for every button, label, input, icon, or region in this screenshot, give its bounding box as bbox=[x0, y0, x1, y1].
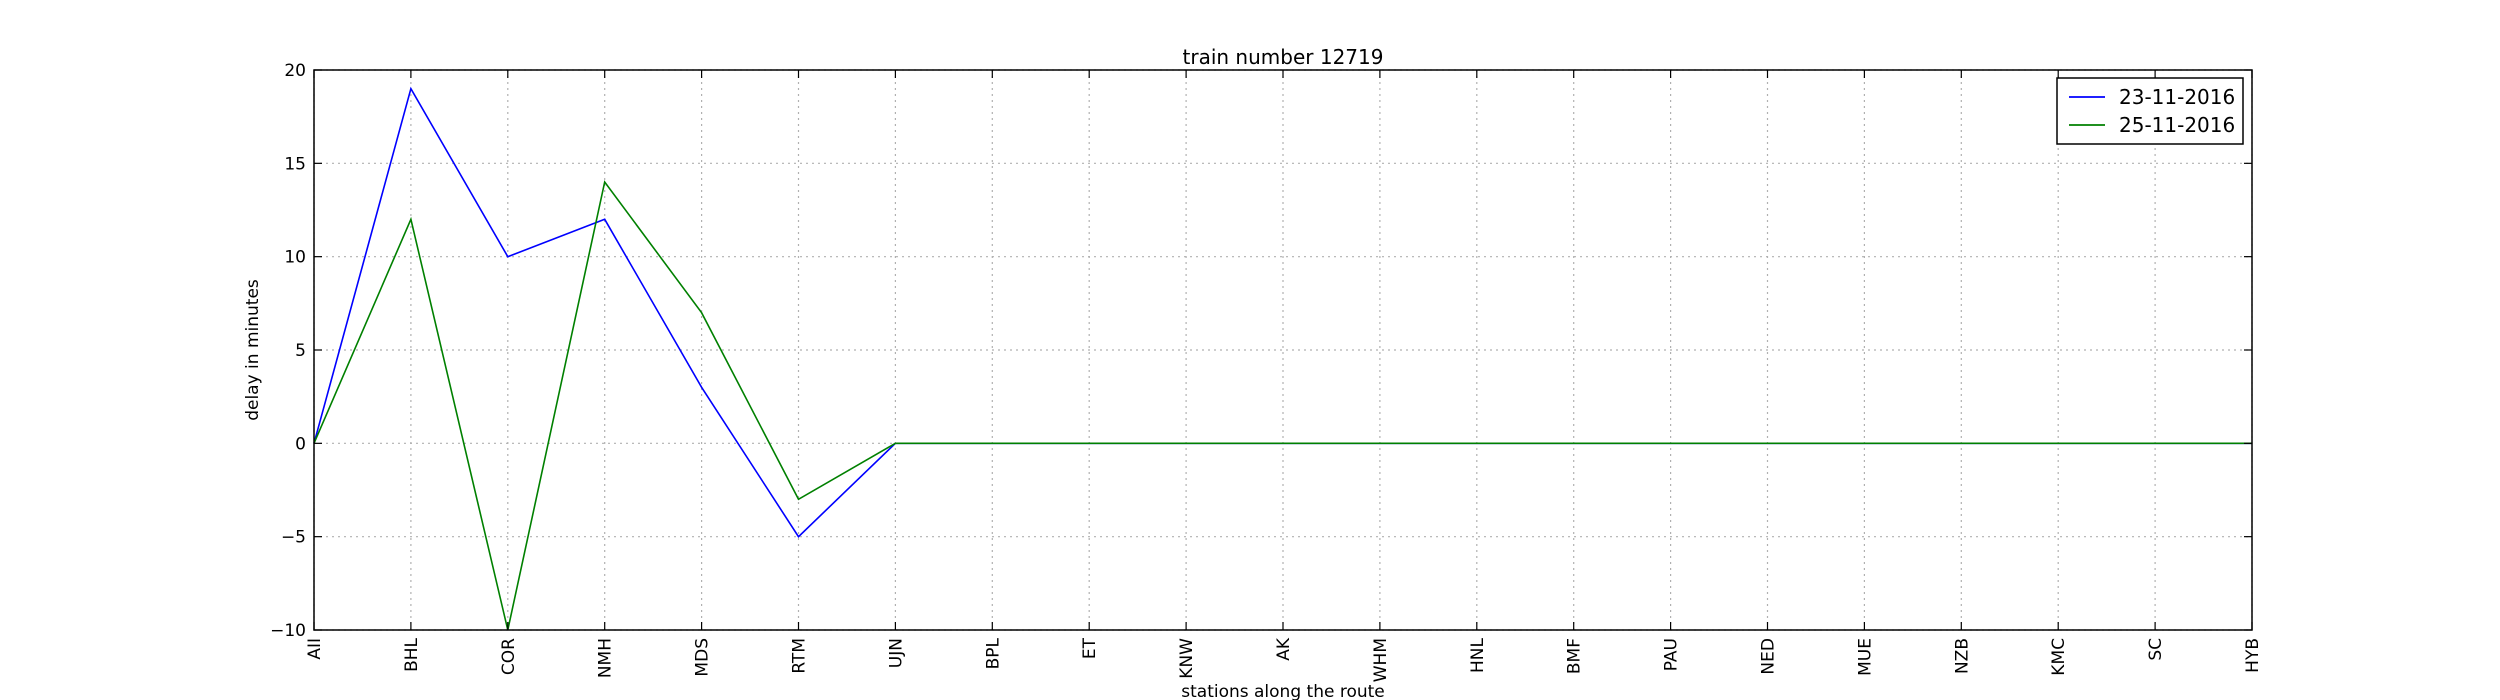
x-tick-label: KMC bbox=[2049, 638, 2069, 676]
y-tick-label: 10 bbox=[284, 248, 306, 268]
x-tick-label: HNL bbox=[1468, 637, 1488, 673]
x-tick-label: BMF bbox=[1565, 638, 1585, 674]
x-tick-label: MUE bbox=[1855, 638, 1875, 676]
x-tick-label: HYB bbox=[2243, 638, 2263, 673]
x-tick-label: UJN bbox=[886, 638, 906, 668]
x-tick-label: NZB bbox=[1952, 638, 1972, 674]
x-axis-ticks: AII BHL COR NMH MDS RTM UJN BPL ET KNW AK WHM HNL BMF… bbox=[305, 70, 2263, 682]
y-tick-label: 5 bbox=[295, 341, 306, 361]
y-axis-ticks: −10 −5 0 5 10 15 20 bbox=[270, 61, 2252, 641]
y-tick-label: 0 bbox=[295, 434, 306, 454]
x-tick-label: AII bbox=[305, 638, 325, 660]
y-tick-label: 20 bbox=[284, 61, 306, 81]
y-tick-label: −10 bbox=[270, 621, 306, 641]
x-tick-label: KNW bbox=[1177, 638, 1197, 679]
x-tick-label: SC bbox=[2146, 638, 2166, 661]
x-tick-label: WHM bbox=[1371, 638, 1391, 682]
x-tick-label: BHL bbox=[402, 637, 422, 671]
y-tick-label: −5 bbox=[281, 528, 306, 548]
x-tick-label: ET bbox=[1080, 637, 1100, 659]
legend-label: 23-11-2016 bbox=[2119, 85, 2235, 109]
y-tick-label: 15 bbox=[284, 154, 306, 174]
series-line bbox=[313, 180, 2252, 631]
chart-title: train number 12719 bbox=[1183, 45, 1384, 69]
grid bbox=[313, 69, 2253, 631]
x-tick-label: RTM bbox=[790, 638, 810, 674]
x-tick-label: NMH bbox=[596, 638, 616, 678]
x-tick-label: AK bbox=[1274, 637, 1294, 661]
legend: 23-11-2016 25-11-2016 bbox=[2056, 77, 2244, 145]
legend-box bbox=[2056, 77, 2244, 145]
legend-label: 25-11-2016 bbox=[2119, 113, 2235, 137]
x-tick-label: MDS bbox=[693, 638, 713, 677]
y-axis-label: delay in minutes bbox=[243, 279, 263, 421]
x-axis-label: stations along the route bbox=[1181, 682, 1385, 700]
x-tick-label: COR bbox=[499, 638, 519, 675]
x-tick-label: PAU bbox=[1662, 638, 1682, 671]
series-lines bbox=[313, 86, 2252, 631]
x-tick-label: NED bbox=[1759, 638, 1779, 675]
x-tick-label: BPL bbox=[983, 637, 1003, 669]
